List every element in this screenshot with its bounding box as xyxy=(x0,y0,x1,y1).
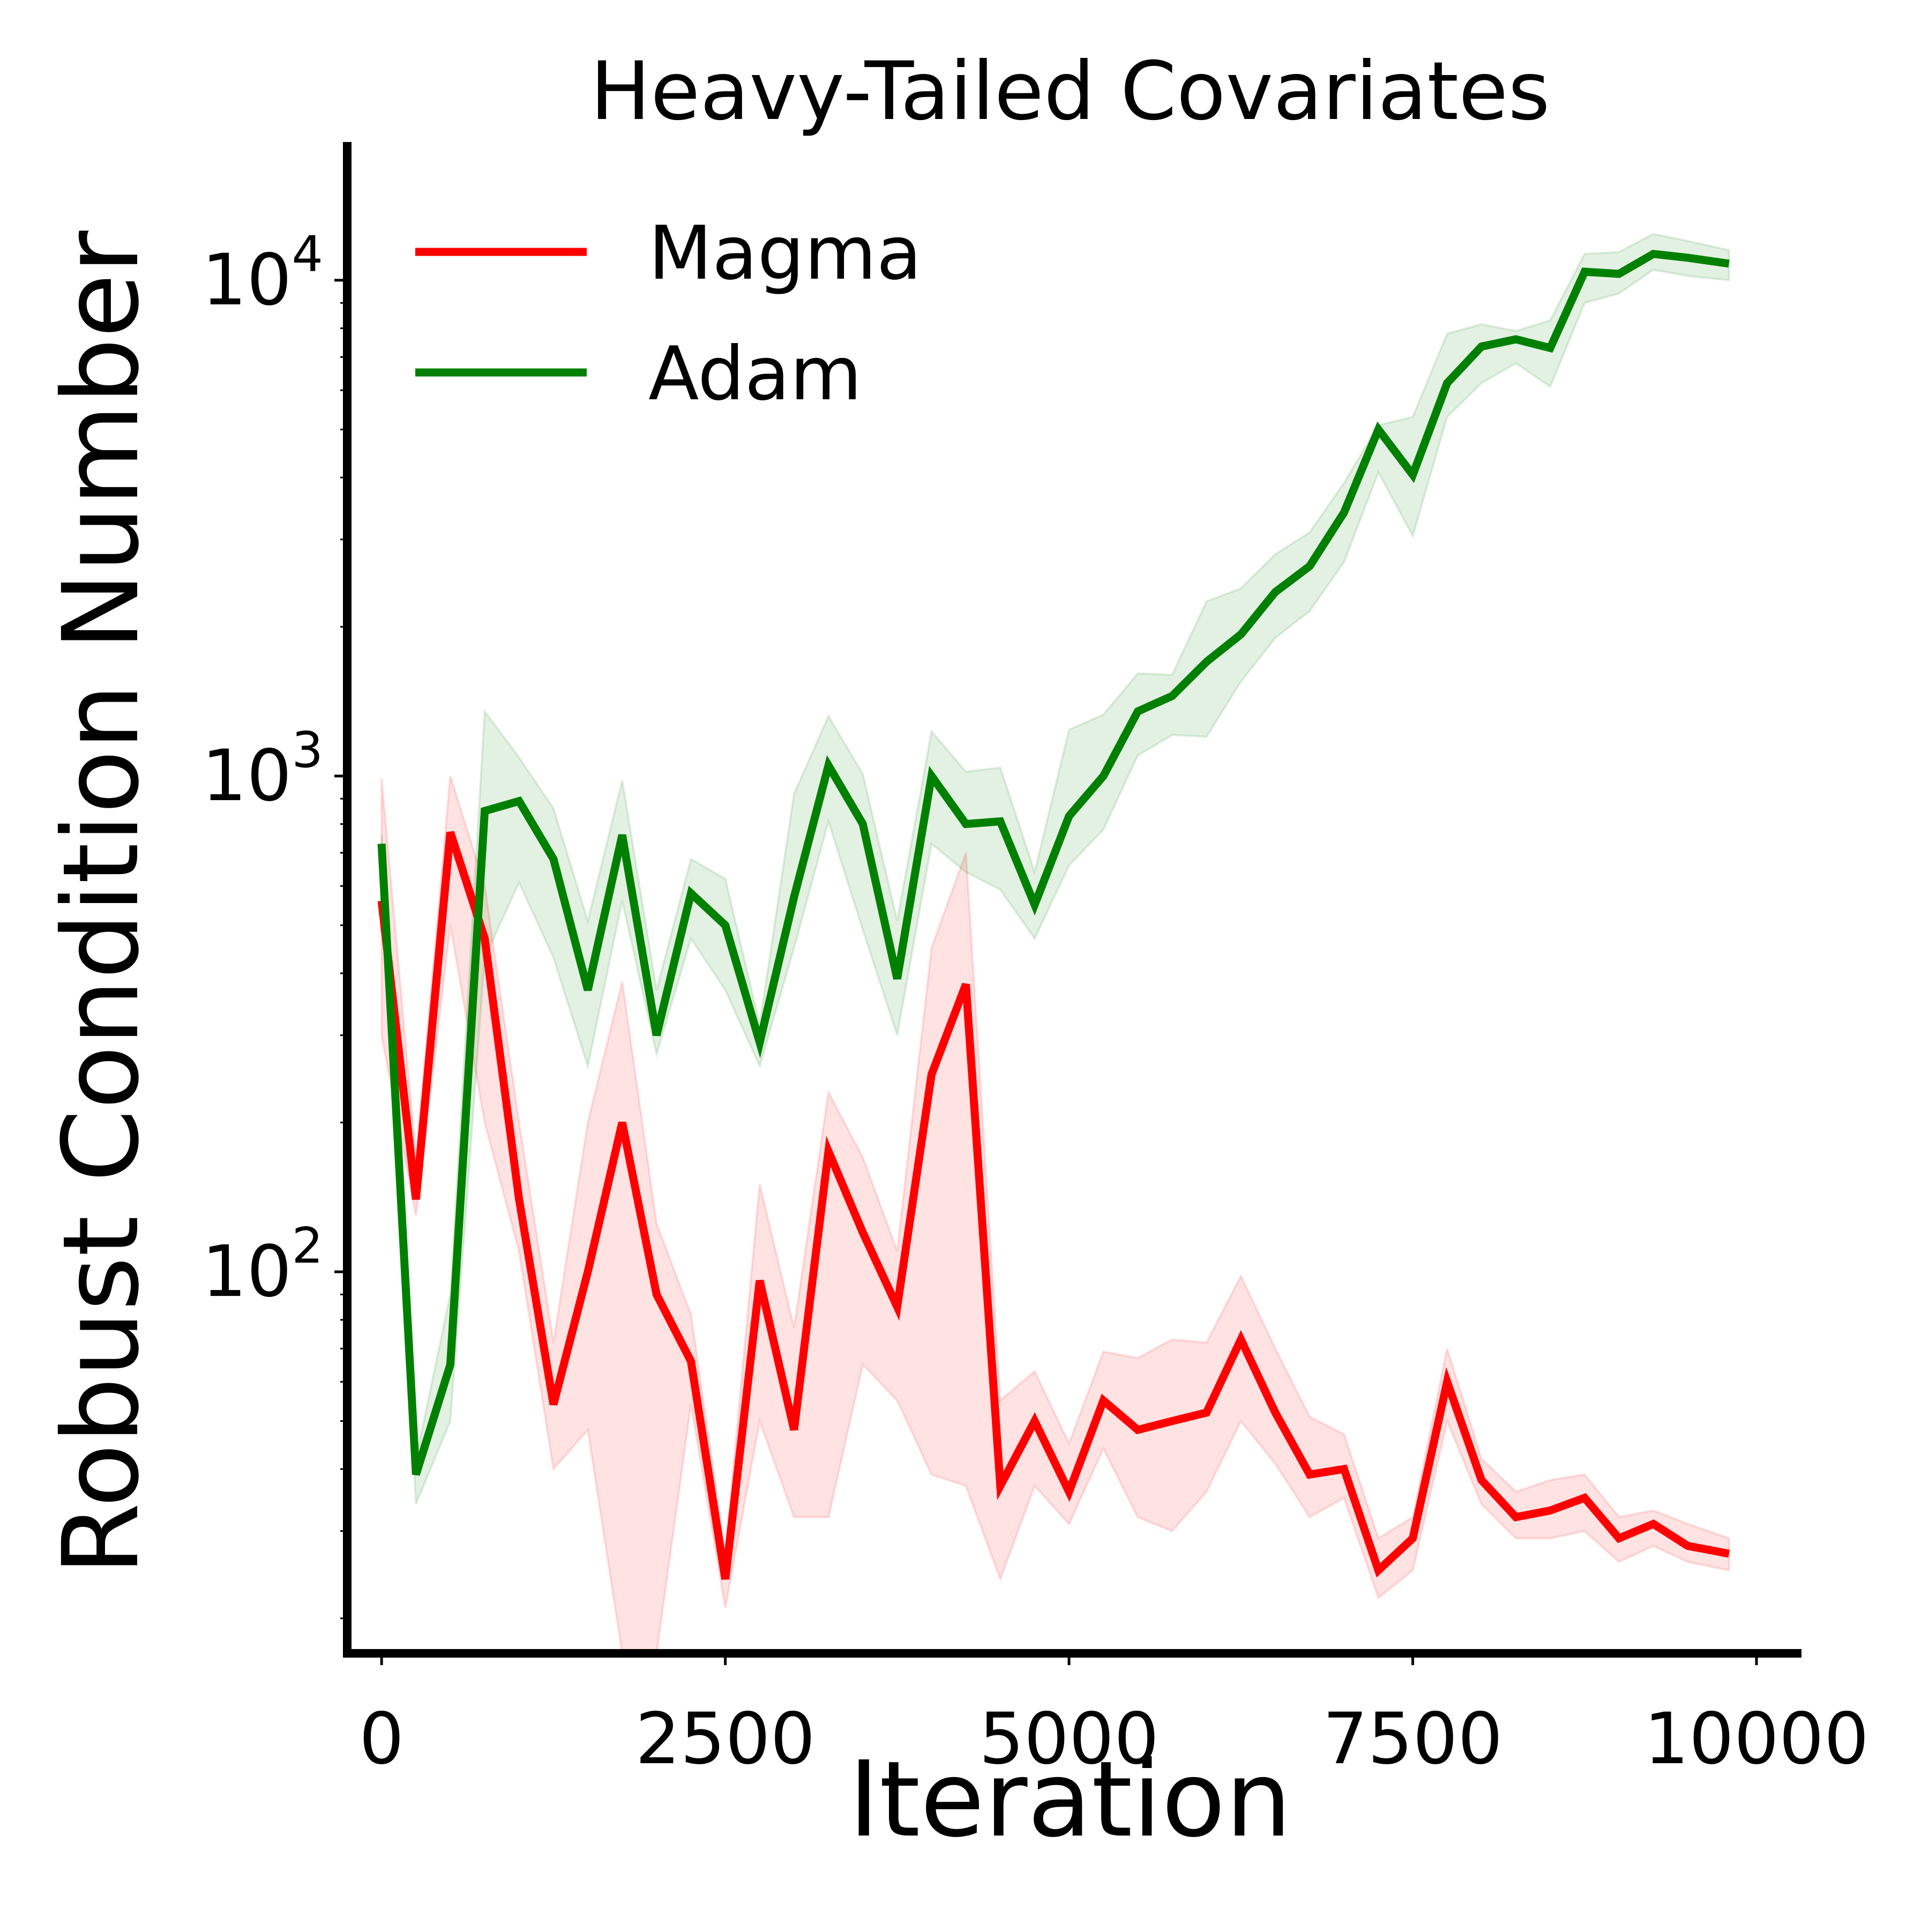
x-tick-label: 10000 xyxy=(1644,1698,1869,1780)
x-axis-ticks: 0 2500 5000 7500 10000 xyxy=(359,1653,1869,1780)
y-tick-label: 102 xyxy=(201,1217,323,1313)
x-tick-label: 5000 xyxy=(979,1698,1159,1780)
series-lines xyxy=(377,250,1730,1580)
chart-title: Heavy-Tailed Covariates xyxy=(590,45,1550,138)
legend-label-adam: Adam xyxy=(648,331,862,417)
x-tick-label: 7500 xyxy=(1323,1698,1503,1780)
magma-line xyxy=(377,831,1730,1580)
legend-label-magma: Magma xyxy=(648,210,922,296)
legend: Magma Adam xyxy=(415,210,922,417)
confidence-bands xyxy=(380,233,1730,1654)
y-axis-ticks: 102 103 104 xyxy=(201,226,347,1620)
adam-band xyxy=(380,233,1730,1505)
x-tick-label: 0 xyxy=(359,1698,404,1780)
y-tick-label: 104 xyxy=(201,226,323,322)
magma-band xyxy=(380,775,1730,1654)
adam-line xyxy=(377,250,1730,1476)
x-tick-label: 2500 xyxy=(635,1698,816,1780)
y-tick-label: 103 xyxy=(201,721,323,817)
y-axis-label: Robust Condition Number xyxy=(40,230,162,1576)
x-axis-label: Iteration xyxy=(848,1739,1291,1860)
